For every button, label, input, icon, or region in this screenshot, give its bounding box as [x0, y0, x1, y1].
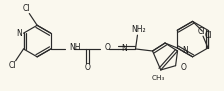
Text: O: O [84, 63, 90, 72]
Text: O: O [181, 63, 186, 72]
Text: Cl: Cl [205, 31, 212, 40]
Text: Cl: Cl [23, 4, 30, 13]
Text: O: O [105, 43, 111, 53]
Text: NH₂: NH₂ [131, 25, 146, 34]
Text: N: N [122, 44, 127, 53]
Text: NH: NH [69, 43, 81, 53]
Text: N: N [17, 29, 22, 38]
Text: CH₃: CH₃ [152, 75, 166, 81]
Text: Cl: Cl [9, 61, 16, 70]
Text: Cl: Cl [197, 27, 205, 36]
Text: N: N [183, 46, 188, 55]
